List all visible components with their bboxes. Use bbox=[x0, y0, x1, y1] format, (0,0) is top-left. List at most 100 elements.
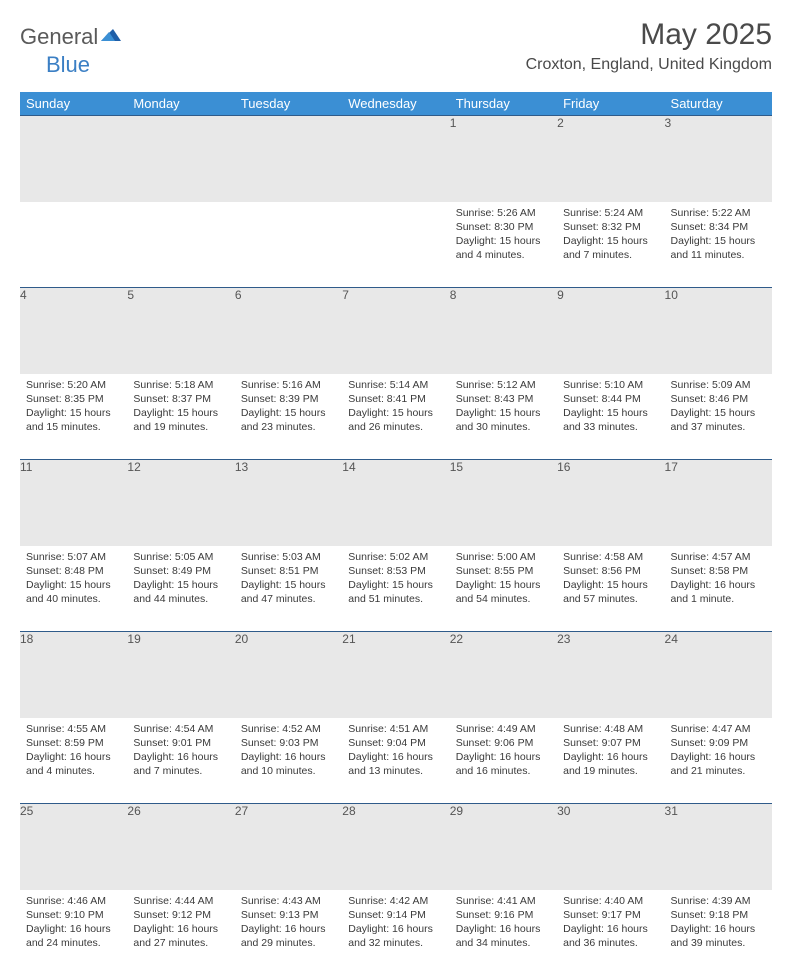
day-number-cell: 10 bbox=[665, 288, 772, 374]
day-number-cell: 26 bbox=[127, 804, 234, 890]
day-number-cell: 30 bbox=[557, 804, 664, 890]
day-body-text: Sunrise: 5:26 AM Sunset: 8:30 PM Dayligh… bbox=[450, 202, 557, 269]
day-number-cell: 28 bbox=[342, 804, 449, 890]
day-body-text: Sunrise: 5:24 AM Sunset: 8:32 PM Dayligh… bbox=[557, 202, 664, 269]
day-body-text: Sunrise: 4:49 AM Sunset: 9:06 PM Dayligh… bbox=[450, 718, 557, 785]
day-body-text: Sunrise: 4:52 AM Sunset: 9:03 PM Dayligh… bbox=[235, 718, 342, 785]
day-number-cell: 5 bbox=[127, 288, 234, 374]
day-body-text: Sunrise: 4:51 AM Sunset: 9:04 PM Dayligh… bbox=[342, 718, 449, 785]
day-number-cell: 12 bbox=[127, 460, 234, 546]
day-body-cell: Sunrise: 5:16 AM Sunset: 8:39 PM Dayligh… bbox=[235, 374, 342, 460]
day-number-cell: 25 bbox=[20, 804, 127, 890]
day-number-cell: 4 bbox=[20, 288, 127, 374]
day-body-cell: Sunrise: 4:41 AM Sunset: 9:16 PM Dayligh… bbox=[450, 890, 557, 976]
weekday-header-row: Sunday Monday Tuesday Wednesday Thursday… bbox=[20, 92, 772, 116]
day-body-cell: Sunrise: 5:24 AM Sunset: 8:32 PM Dayligh… bbox=[557, 202, 664, 288]
day-body-text: Sunrise: 5:16 AM Sunset: 8:39 PM Dayligh… bbox=[235, 374, 342, 441]
day-number-cell: 23 bbox=[557, 632, 664, 718]
day-number-row: 11121314151617 bbox=[20, 460, 772, 546]
day-number-cell: 16 bbox=[557, 460, 664, 546]
day-number-row: 45678910 bbox=[20, 288, 772, 374]
day-body-cell: Sunrise: 5:10 AM Sunset: 8:44 PM Dayligh… bbox=[557, 374, 664, 460]
day-body-cell: Sunrise: 5:26 AM Sunset: 8:30 PM Dayligh… bbox=[450, 202, 557, 288]
day-number-cell: 3 bbox=[665, 116, 772, 202]
day-body-text: Sunrise: 5:10 AM Sunset: 8:44 PM Dayligh… bbox=[557, 374, 664, 441]
day-number-cell: 24 bbox=[665, 632, 772, 718]
day-number-cell: 17 bbox=[665, 460, 772, 546]
logo-text-blue: Blue bbox=[46, 52, 90, 77]
day-number-cell: 6 bbox=[235, 288, 342, 374]
logo-flag-icon bbox=[100, 26, 124, 49]
day-body-cell: Sunrise: 4:40 AM Sunset: 9:17 PM Dayligh… bbox=[557, 890, 664, 976]
day-number-cell: 18 bbox=[20, 632, 127, 718]
weekday-header: Thursday bbox=[450, 92, 557, 116]
day-body-cell: Sunrise: 4:42 AM Sunset: 9:14 PM Dayligh… bbox=[342, 890, 449, 976]
day-content-row: Sunrise: 4:55 AM Sunset: 8:59 PM Dayligh… bbox=[20, 718, 772, 804]
day-body-cell: Sunrise: 4:46 AM Sunset: 9:10 PM Dayligh… bbox=[20, 890, 127, 976]
day-body-text: Sunrise: 5:12 AM Sunset: 8:43 PM Dayligh… bbox=[450, 374, 557, 441]
calendar-table: Sunday Monday Tuesday Wednesday Thursday… bbox=[20, 92, 772, 976]
day-body-text: Sunrise: 4:47 AM Sunset: 9:09 PM Dayligh… bbox=[665, 718, 772, 785]
day-body-cell: Sunrise: 5:02 AM Sunset: 8:53 PM Dayligh… bbox=[342, 546, 449, 632]
day-body-cell: Sunrise: 4:55 AM Sunset: 8:59 PM Dayligh… bbox=[20, 718, 127, 804]
day-body-text: Sunrise: 5:18 AM Sunset: 8:37 PM Dayligh… bbox=[127, 374, 234, 441]
day-number-cell: 13 bbox=[235, 460, 342, 546]
day-body-text bbox=[20, 202, 127, 212]
day-number-cell bbox=[20, 116, 127, 202]
day-body-text: Sunrise: 4:46 AM Sunset: 9:10 PM Dayligh… bbox=[20, 890, 127, 957]
day-number-cell: 29 bbox=[450, 804, 557, 890]
day-body-cell bbox=[20, 202, 127, 288]
day-body-cell: Sunrise: 5:07 AM Sunset: 8:48 PM Dayligh… bbox=[20, 546, 127, 632]
day-body-cell: Sunrise: 4:48 AM Sunset: 9:07 PM Dayligh… bbox=[557, 718, 664, 804]
day-body-cell: Sunrise: 5:14 AM Sunset: 8:41 PM Dayligh… bbox=[342, 374, 449, 460]
weekday-header: Friday bbox=[557, 92, 664, 116]
day-content-row: Sunrise: 4:46 AM Sunset: 9:10 PM Dayligh… bbox=[20, 890, 772, 976]
day-body-cell: Sunrise: 5:05 AM Sunset: 8:49 PM Dayligh… bbox=[127, 546, 234, 632]
weekday-header: Sunday bbox=[20, 92, 127, 116]
day-body-cell: Sunrise: 4:58 AM Sunset: 8:56 PM Dayligh… bbox=[557, 546, 664, 632]
logo: General bbox=[20, 24, 126, 50]
day-body-cell bbox=[342, 202, 449, 288]
day-number-cell: 11 bbox=[20, 460, 127, 546]
day-body-cell: Sunrise: 5:09 AM Sunset: 8:46 PM Dayligh… bbox=[665, 374, 772, 460]
day-body-text: Sunrise: 5:05 AM Sunset: 8:49 PM Dayligh… bbox=[127, 546, 234, 613]
day-body-text: Sunrise: 5:02 AM Sunset: 8:53 PM Dayligh… bbox=[342, 546, 449, 613]
weekday-header: Wednesday bbox=[342, 92, 449, 116]
day-body-cell: Sunrise: 5:12 AM Sunset: 8:43 PM Dayligh… bbox=[450, 374, 557, 460]
day-body-cell bbox=[127, 202, 234, 288]
day-body-cell: Sunrise: 5:18 AM Sunset: 8:37 PM Dayligh… bbox=[127, 374, 234, 460]
day-body-text bbox=[235, 202, 342, 212]
day-body-cell bbox=[235, 202, 342, 288]
day-body-text: Sunrise: 4:54 AM Sunset: 9:01 PM Dayligh… bbox=[127, 718, 234, 785]
day-number-row: 123 bbox=[20, 116, 772, 202]
day-body-text: Sunrise: 5:03 AM Sunset: 8:51 PM Dayligh… bbox=[235, 546, 342, 613]
day-content-row: Sunrise: 5:26 AM Sunset: 8:30 PM Dayligh… bbox=[20, 202, 772, 288]
day-number-cell: 22 bbox=[450, 632, 557, 718]
day-number-cell: 15 bbox=[450, 460, 557, 546]
day-body-text: Sunrise: 4:55 AM Sunset: 8:59 PM Dayligh… bbox=[20, 718, 127, 785]
day-body-cell: Sunrise: 4:39 AM Sunset: 9:18 PM Dayligh… bbox=[665, 890, 772, 976]
day-body-text: Sunrise: 4:42 AM Sunset: 9:14 PM Dayligh… bbox=[342, 890, 449, 957]
day-body-cell: Sunrise: 4:47 AM Sunset: 9:09 PM Dayligh… bbox=[665, 718, 772, 804]
month-title: May 2025 bbox=[526, 18, 772, 52]
day-body-cell: Sunrise: 4:43 AM Sunset: 9:13 PM Dayligh… bbox=[235, 890, 342, 976]
day-body-cell: Sunrise: 4:54 AM Sunset: 9:01 PM Dayligh… bbox=[127, 718, 234, 804]
day-number-row: 18192021222324 bbox=[20, 632, 772, 718]
day-body-cell: Sunrise: 5:00 AM Sunset: 8:55 PM Dayligh… bbox=[450, 546, 557, 632]
day-body-cell: Sunrise: 4:51 AM Sunset: 9:04 PM Dayligh… bbox=[342, 718, 449, 804]
day-number-cell: 14 bbox=[342, 460, 449, 546]
day-body-cell: Sunrise: 5:03 AM Sunset: 8:51 PM Dayligh… bbox=[235, 546, 342, 632]
day-body-text: Sunrise: 4:40 AM Sunset: 9:17 PM Dayligh… bbox=[557, 890, 664, 957]
day-body-text: Sunrise: 5:14 AM Sunset: 8:41 PM Dayligh… bbox=[342, 374, 449, 441]
day-number-cell bbox=[342, 116, 449, 202]
weekday-header: Saturday bbox=[665, 92, 772, 116]
day-body-text bbox=[127, 202, 234, 212]
day-number-cell: 7 bbox=[342, 288, 449, 374]
day-number-cell bbox=[235, 116, 342, 202]
day-body-cell: Sunrise: 5:22 AM Sunset: 8:34 PM Dayligh… bbox=[665, 202, 772, 288]
day-number-cell: 9 bbox=[557, 288, 664, 374]
day-body-text: Sunrise: 4:57 AM Sunset: 8:58 PM Dayligh… bbox=[665, 546, 772, 613]
day-number-cell: 8 bbox=[450, 288, 557, 374]
weekday-header: Tuesday bbox=[235, 92, 342, 116]
day-body-text: Sunrise: 5:07 AM Sunset: 8:48 PM Dayligh… bbox=[20, 546, 127, 613]
